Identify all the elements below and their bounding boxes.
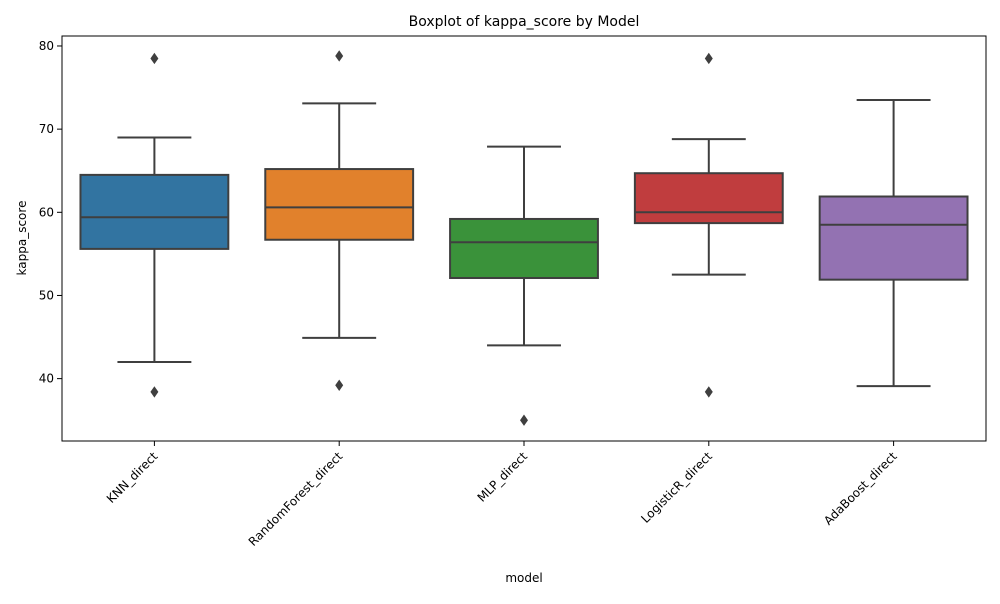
outlier-marker <box>335 50 344 62</box>
iqr-box <box>818 195 969 281</box>
box-group-logisticr-direct <box>633 52 784 398</box>
box-group-adaboost-direct <box>818 99 969 388</box>
box-group-mlp-direct <box>449 145 599 426</box>
iqr-box <box>79 173 230 250</box>
outlier-marker <box>335 379 344 391</box>
x-axis-label: model <box>505 571 542 585</box>
x-axis-ticks: KNN_direct RandomForest_direct MLP_direct L… <box>104 441 900 549</box>
y-tick-label: 40 <box>39 372 54 386</box>
box-group-knn-direct <box>79 52 230 398</box>
outlier-marker <box>520 414 528 426</box>
iqr-box <box>264 168 415 241</box>
outlier-marker <box>704 386 713 398</box>
box-group-randomforest-direct <box>264 50 415 391</box>
outlier-marker <box>704 52 713 65</box>
iqr-box <box>449 217 599 280</box>
iqr-box <box>633 172 784 225</box>
outlier-marker <box>150 386 159 398</box>
outlier-marker <box>150 52 159 65</box>
y-axis-ticks: 40 50 60 70 80 <box>39 39 62 386</box>
x-tick-label: AdaBoost_direct <box>821 449 900 528</box>
y-tick-label: 50 <box>39 288 54 302</box>
y-axis-label: kappa_score <box>15 201 29 276</box>
x-tick-label: MLP_direct <box>475 449 531 505</box>
x-tick-label: RandomForest_direct <box>246 449 346 549</box>
boxes-layer <box>79 50 969 426</box>
y-tick-label: 80 <box>39 39 54 53</box>
chart-title: Boxplot of kappa_score by Model <box>409 14 640 30</box>
y-tick-label: 70 <box>39 122 54 136</box>
y-tick-label: 60 <box>39 205 54 219</box>
x-tick-label: KNN_direct <box>104 449 161 506</box>
x-tick-label: LogisticR_direct <box>638 449 715 526</box>
